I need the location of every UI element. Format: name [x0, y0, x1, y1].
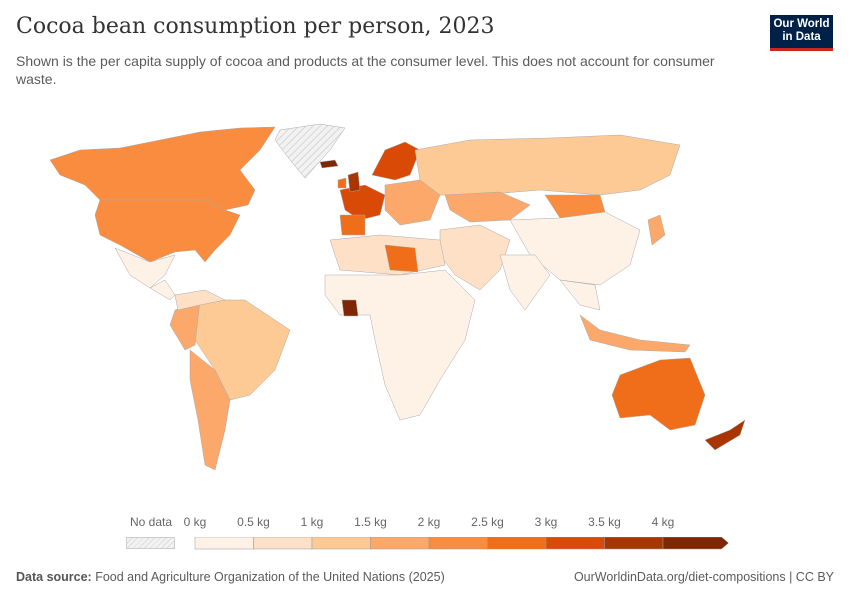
country-india[interactable] — [499, 254, 551, 311]
legend-tick-label: 4 kg — [651, 515, 675, 529]
legend-tick-label: 3.5 kg — [588, 515, 621, 529]
owid-link[interactable]: OurWorldinData.org/diet-compositions | C… — [573, 570, 834, 584]
legend-bar — [194, 537, 729, 550]
country-new-zealand[interactable] — [704, 419, 746, 451]
legend-tick-label: 1 kg — [300, 515, 324, 529]
country-uk[interactable] — [347, 171, 361, 193]
owid-logo[interactable]: Our World in Data — [770, 15, 833, 51]
legend-tick-label: 1.5 kg — [354, 515, 387, 529]
legend-bin — [545, 537, 605, 550]
country-libya[interactable] — [384, 244, 419, 273]
region-sub-saharan-africa[interactable] — [324, 269, 476, 421]
legend-bin — [662, 537, 729, 550]
country-iceland[interactable] — [319, 159, 339, 169]
footer: Data source: Food and Agriculture Organi… — [16, 570, 834, 584]
legend-tick-label: 2 kg — [417, 515, 441, 529]
legend-tick-label: 0 kg — [183, 515, 207, 529]
region-western-europe[interactable] — [339, 184, 386, 221]
legend-tick-label: 2.5 kg — [471, 515, 504, 529]
country-japan[interactable] — [647, 214, 666, 246]
country-australia[interactable] — [611, 357, 706, 431]
country-canada[interactable] — [49, 126, 276, 211]
legend-no-data-swatch — [126, 537, 175, 549]
country-chile-argentina[interactable] — [189, 349, 231, 471]
chart-subtitle: Shown is the per capita supply of cocoa … — [16, 53, 715, 87]
legend-tick-label: 3 kg — [534, 515, 558, 529]
legend-bin — [370, 537, 430, 550]
chart-title: Cocoa bean consumption per person, 2023 — [16, 14, 495, 39]
country-mexico[interactable] — [114, 247, 176, 289]
source-label: Data source: — [16, 570, 92, 584]
world-map — [49, 123, 746, 471]
country-russia[interactable] — [414, 134, 681, 196]
legend-no-data-label: No data — [129, 515, 173, 529]
country-cote-divoire[interactable] — [341, 299, 359, 317]
logo-text: Our World in Data — [773, 18, 830, 43]
source-text: Food and Agriculture Organization of the… — [95, 570, 445, 584]
legend-bin — [253, 537, 313, 550]
legend-bin — [487, 537, 547, 550]
country-colombia[interactable] — [174, 289, 226, 311]
country-usa[interactable] — [94, 199, 241, 263]
country-greenland[interactable] — [274, 123, 346, 179]
country-indonesia[interactable] — [579, 314, 691, 353]
legend-bin — [311, 537, 371, 550]
color-legend: No data 0 kg 0.5 kg 1 kg 1.5 kg 2 kg 2.5 kg 3 … — [0, 515, 850, 555]
region-scandinavia[interactable] — [371, 141, 421, 181]
legend-bin — [194, 537, 254, 550]
region-southeast-asia[interactable] — [559, 279, 601, 311]
country-kazakhstan[interactable] — [444, 191, 531, 223]
country-ireland[interactable] — [337, 177, 347, 189]
country-spain[interactable] — [339, 214, 366, 236]
legend-tick-label: 0.5 kg — [237, 515, 270, 529]
legend-bin — [604, 537, 664, 550]
legend-bin — [428, 537, 488, 550]
country-brazil[interactable] — [194, 299, 291, 401]
